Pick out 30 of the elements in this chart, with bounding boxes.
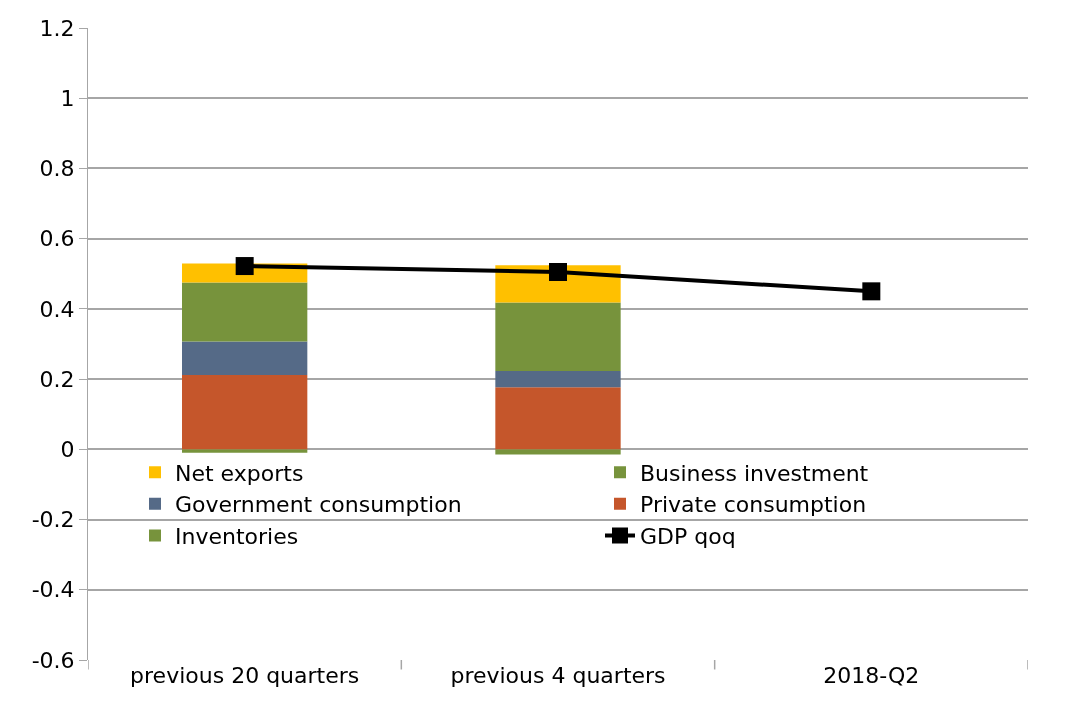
y-tick-label: -0.6 — [31, 647, 75, 673]
bar — [182, 341, 308, 375]
y-tick-label: 0.2 — [39, 366, 75, 392]
bar — [182, 374, 308, 450]
bar — [495, 449, 621, 455]
y-tick-label: 1 — [60, 85, 75, 111]
legend-label: Government consumption — [175, 492, 462, 518]
bar — [495, 302, 621, 372]
point — [862, 282, 881, 301]
y-tick-label: 0.4 — [39, 296, 75, 322]
point — [235, 257, 254, 276]
y-tick-label: 0 — [60, 437, 75, 463]
x-tick-label: previous 20 quarters — [130, 663, 360, 688]
x-tick-label: previous 4 quarters — [450, 663, 666, 688]
y-tick-label: 0.8 — [39, 156, 75, 182]
bar — [495, 387, 621, 450]
legend-label: Private consumption — [640, 492, 867, 518]
x-tick-label: 2018-Q2 — [823, 663, 920, 688]
y-tick-label: -0.4 — [31, 577, 75, 603]
legend-label: Business investment — [640, 460, 869, 486]
legend-label: GDP qoq — [640, 524, 736, 550]
legend-label: Net exports — [175, 460, 304, 486]
y-tick-label: 0.6 — [39, 226, 75, 252]
bar — [182, 282, 308, 342]
legend-label: Inventories — [175, 524, 299, 550]
y-tick-label: 1.2 — [39, 15, 75, 41]
bar — [182, 449, 308, 453]
point — [549, 263, 567, 282]
y-tick-label: -0.2 — [31, 507, 75, 533]
bar — [495, 371, 621, 388]
